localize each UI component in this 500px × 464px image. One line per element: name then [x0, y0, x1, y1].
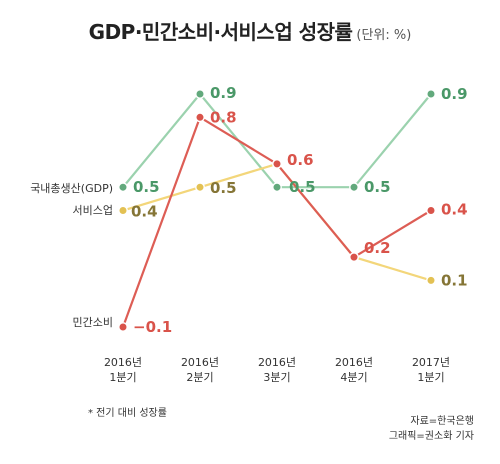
x-tick-quarter-2: 3분기 [263, 371, 290, 384]
data-point-s2-3 [349, 252, 359, 263]
footnote: * 전기 대비 성장률 [88, 408, 167, 419]
credit-source: 자료=한국은행 [410, 416, 474, 427]
x-tick-year-4: 2017년 [412, 356, 450, 369]
data-label-s2-0: −0.1 [133, 318, 172, 336]
chart-title: GDP·민간소비·서비스업 성장률 [88, 20, 353, 44]
data-label-s2-3: 0.2 [364, 239, 391, 257]
credits: 자료=한국은행 그래픽=권소화 기자 [389, 414, 474, 444]
x-tick-label-0: 2016년 1분기 [104, 356, 142, 384]
data-point-s0-4 [426, 89, 436, 99]
x-tick-label-3: 2016년 4분기 [335, 356, 373, 384]
data-point-s2-4 [426, 205, 436, 216]
data-label-s1-4: 0.1 [441, 271, 468, 289]
x-tick-quarter-0: 1분기 [109, 371, 136, 384]
data-point-s0-1 [195, 89, 205, 99]
x-tick-label-1: 2016년 2분기 [181, 356, 219, 384]
data-point-s1-1 [195, 182, 205, 193]
series-name-1: 서비스업 [73, 204, 113, 217]
x-tick-quarter-1: 2분기 [186, 371, 213, 384]
series-name-0: 국내총생산(GDP) [30, 182, 113, 195]
data-point-s0-3 [349, 182, 359, 193]
series-line-0 [121, 92, 433, 189]
series-lines [121, 92, 433, 329]
x-tick-year-2: 2016년 [258, 356, 296, 369]
x-tick-label-2: 2016년 3분기 [258, 356, 296, 384]
data-label-s0-0: 0.5 [133, 178, 160, 196]
x-tick-quarter-4: 1분기 [417, 371, 444, 384]
data-point-s2-1 [195, 112, 205, 123]
data-label-s1-0: 0.4 [131, 203, 158, 221]
x-tick-quarter-3: 4분기 [340, 371, 367, 384]
x-tick-year-3: 2016년 [335, 356, 373, 369]
x-tick-label-4: 2017년 1분기 [412, 356, 450, 384]
chart-unit: (단위: %) [356, 28, 412, 43]
x-axis-labels: 2016년 1분기 2016년 2분기 2016년 3분기 2016년 4분기 2017년 1분기 [104, 356, 450, 384]
data-label-s0-3: 0.5 [364, 178, 391, 196]
data-label-s2-2: 0.6 [287, 151, 314, 169]
x-tick-year-1: 2016년 [181, 356, 219, 369]
x-tick-year-0: 2016년 [104, 356, 142, 369]
data-label-s1-1: 0.5 [210, 179, 237, 197]
credit-graphic: 그래픽=권소화 기자 [388, 431, 474, 442]
data-label-s0-4: 0.9 [441, 85, 468, 103]
data-point-s0-2 [272, 182, 282, 193]
data-label-s0-2: 0.5 [289, 178, 316, 196]
data-labels: 0.5 0.9 0.5 0.5 0.9 0.4 0.5 0.1 −0.1 0.8 0.6 0.2 0.4 [131, 84, 468, 336]
data-label-s0-1: 0.9 [210, 84, 237, 102]
data-point-s2-0 [118, 322, 128, 332]
data-point-s1-0 [118, 205, 128, 216]
data-label-s2-1: 0.8 [210, 108, 237, 126]
data-point-s2-2 [272, 158, 282, 169]
chart-title-block: GDP·민간소비·서비스업 성장률 (단위: %) [0, 16, 500, 45]
data-label-s2-4: 0.4 [441, 201, 468, 219]
series-points [118, 89, 436, 332]
series-name-2: 민간소비 [73, 316, 113, 329]
data-point-s1-4 [426, 275, 436, 286]
data-point-s0-0 [118, 182, 128, 193]
